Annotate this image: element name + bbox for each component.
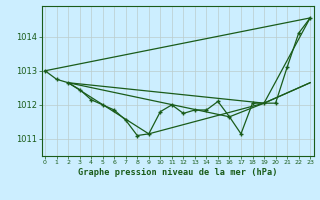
X-axis label: Graphe pression niveau de la mer (hPa): Graphe pression niveau de la mer (hPa) [78,168,277,177]
